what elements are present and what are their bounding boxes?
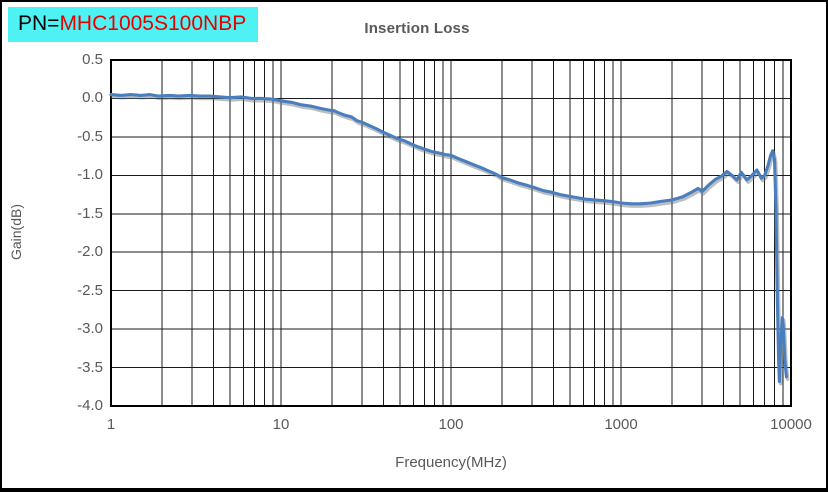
- series-line-insertion-loss: [109, 93, 788, 383]
- y-tick-label: -2.0: [77, 243, 103, 261]
- y-axis-title: Gain(dB): [8, 203, 24, 261]
- y-tick-label: -0.5: [77, 127, 103, 145]
- x-tick-label: 100: [438, 416, 464, 433]
- pn-value-label: MHC1005S100NBP: [59, 12, 247, 35]
- y-tick-label: -4.0: [77, 397, 103, 414]
- x-tick-label: 1000: [604, 416, 638, 433]
- part-number-badge: PN=MHC1005S100NBP: [8, 7, 259, 42]
- x-tick-label: 10: [272, 416, 290, 433]
- x-axis-title: Frequency(MHz): [395, 454, 507, 471]
- series-line-insertion-loss: [110, 95, 790, 386]
- pn-prefix-label: PN=: [18, 12, 60, 35]
- y-tick-label: 0.5: [82, 51, 103, 68]
- y-tick-label: -1.5: [77, 204, 103, 222]
- y-tick-label: 0.0: [82, 89, 103, 107]
- y-tick-label: -2.5: [77, 281, 103, 299]
- x-tick-label: 1: [106, 416, 116, 433]
- plot-border: [110, 59, 792, 407]
- y-tick-label: -3.0: [77, 320, 103, 338]
- y-tick-label: -1.0: [77, 166, 103, 184]
- y-tick-label: -3.5: [77, 358, 103, 376]
- chart-title: Insertion Loss: [364, 20, 470, 37]
- x-tick-label: 10000: [770, 416, 812, 433]
